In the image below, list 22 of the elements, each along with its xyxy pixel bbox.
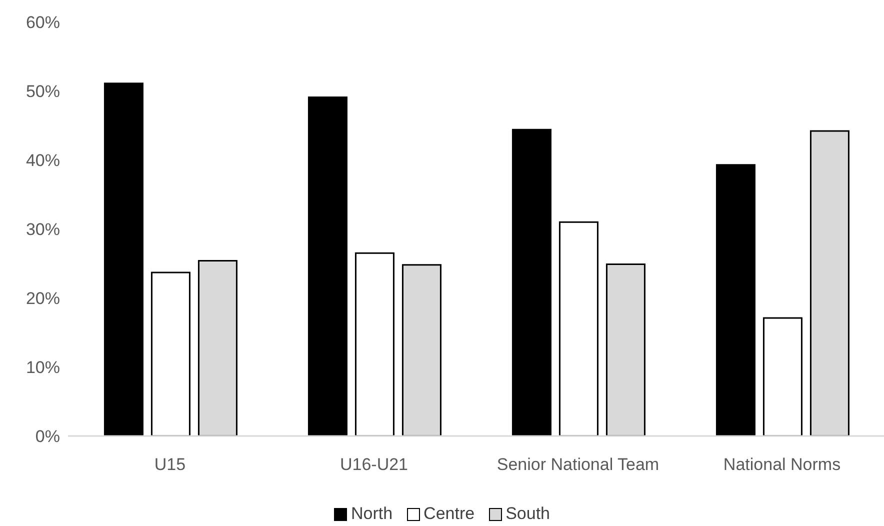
bar xyxy=(512,128,552,436)
bar xyxy=(762,317,802,436)
y-tick-label: 0% xyxy=(35,427,60,446)
x-tick-label: U15 xyxy=(154,455,186,474)
legend-label: North xyxy=(350,504,393,524)
bar xyxy=(716,164,756,436)
bar xyxy=(308,96,348,436)
bar xyxy=(558,221,598,436)
y-tick-label: 20% xyxy=(26,289,60,308)
legend-label: South xyxy=(506,504,550,524)
bar xyxy=(104,82,144,436)
y-tick-label: 60% xyxy=(26,13,60,32)
x-tick-label: National Norms xyxy=(723,455,841,474)
y-tick-label: 30% xyxy=(26,220,60,240)
y-tick-label: 40% xyxy=(26,151,60,170)
x-tick-label: U16-U21 xyxy=(340,455,408,474)
legend-label: Centre xyxy=(424,504,475,524)
bar xyxy=(354,252,394,436)
x-tick-label: Senior National Team xyxy=(496,455,660,474)
y-tick-label: 10% xyxy=(26,358,60,378)
bar xyxy=(150,272,190,436)
y-tick-label: 50% xyxy=(26,82,60,102)
